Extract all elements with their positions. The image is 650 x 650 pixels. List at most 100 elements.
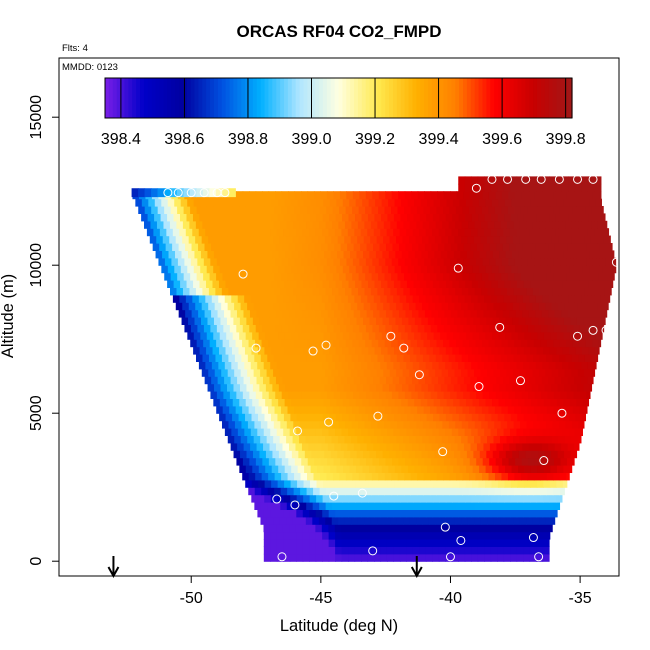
colorbar-segment [307, 78, 312, 118]
observation-points [163, 174, 619, 562]
field-cell [472, 479, 480, 488]
field-cell [288, 309, 296, 318]
field-cell [207, 250, 215, 259]
field-cell [322, 479, 331, 488]
field-cell [263, 539, 271, 547]
field-cell [240, 235, 248, 244]
field-cell [494, 220, 502, 229]
field-cell [322, 428, 330, 436]
field-cell [436, 272, 444, 281]
field-cell [190, 257, 198, 266]
field-cell [468, 502, 476, 510]
field-cell [419, 294, 427, 303]
field-cell [518, 450, 526, 459]
field-cell [581, 183, 589, 192]
field-cell [435, 516, 443, 525]
field-cell [534, 191, 542, 200]
field-cell [564, 368, 572, 377]
field-cell [537, 250, 546, 259]
field-cell [438, 442, 446, 451]
field-cell [406, 509, 414, 518]
field-cell [165, 243, 173, 251]
field-cell [549, 213, 557, 222]
field-cell [458, 183, 466, 192]
field-cell [453, 317, 461, 325]
field-cell [162, 235, 170, 244]
x-tick-label: -40 [439, 590, 462, 607]
field-cell [395, 450, 403, 459]
field-cell [299, 220, 307, 229]
field-cell [335, 539, 343, 547]
field-cell [371, 339, 379, 348]
field-cell [259, 450, 267, 459]
field-cell [379, 442, 387, 451]
field-cell [571, 435, 579, 444]
field-cell [484, 494, 492, 503]
field-cell [516, 553, 524, 562]
field-cell [316, 265, 324, 274]
field-cell [524, 331, 532, 340]
field-cell [439, 479, 447, 488]
field-cell [466, 465, 474, 473]
field-cell [315, 553, 323, 562]
field-cell [407, 331, 415, 340]
field-cell [490, 428, 498, 436]
colorbar-segment [466, 78, 472, 118]
field-cell [471, 413, 479, 422]
field-cell [387, 479, 395, 488]
field-cell [523, 183, 531, 192]
field-cell [423, 405, 431, 414]
field-cell [368, 198, 376, 207]
field-cell [352, 272, 360, 281]
field-cell [288, 457, 296, 466]
field-cell [263, 294, 271, 303]
field-cell [511, 398, 519, 407]
field-cell [304, 383, 312, 392]
field-cell [487, 435, 495, 444]
field-cell [587, 376, 594, 385]
field-cell [393, 428, 401, 436]
observation-point [251, 343, 261, 353]
field-cell [367, 294, 375, 303]
observation-point [386, 331, 396, 341]
field-cell [485, 465, 493, 473]
field-cell [459, 479, 467, 488]
field-cell [589, 265, 597, 274]
field-cell [309, 213, 317, 222]
field-cell [580, 309, 588, 318]
colorbar-segment [338, 78, 343, 118]
field-cell [313, 405, 321, 414]
field-cell [466, 450, 474, 459]
field-cell [295, 442, 303, 451]
field-cell [273, 420, 281, 429]
field-cell [348, 213, 356, 222]
field-cell [301, 243, 309, 251]
chart-title: ORCAS RF04 CO2_FMPD [237, 22, 442, 41]
field-cell [360, 442, 368, 451]
colorbar-segment [105, 78, 110, 118]
field-cell [549, 413, 557, 422]
field-cell [395, 250, 403, 259]
field-cell [191, 243, 199, 251]
field-cell [333, 457, 341, 466]
field-cell [327, 391, 335, 399]
field-cell [558, 435, 566, 444]
field-cell [196, 206, 204, 214]
field-cell [380, 539, 388, 547]
field-cell [304, 398, 312, 407]
field-cell [485, 331, 493, 340]
field-cell [394, 265, 402, 274]
field-cell [578, 220, 586, 229]
field-cell [292, 368, 300, 377]
field-cell [470, 228, 479, 237]
field-cell [441, 435, 449, 444]
colorbar-segment [272, 78, 277, 118]
field-cell [399, 531, 408, 540]
field-cell [342, 213, 350, 222]
colorbar-tick-label: 399.8 [546, 131, 586, 148]
field-cell [287, 405, 295, 414]
field-cell [593, 309, 601, 318]
field-cell [304, 450, 312, 459]
field-cell [311, 250, 319, 259]
observation-point [528, 533, 538, 543]
